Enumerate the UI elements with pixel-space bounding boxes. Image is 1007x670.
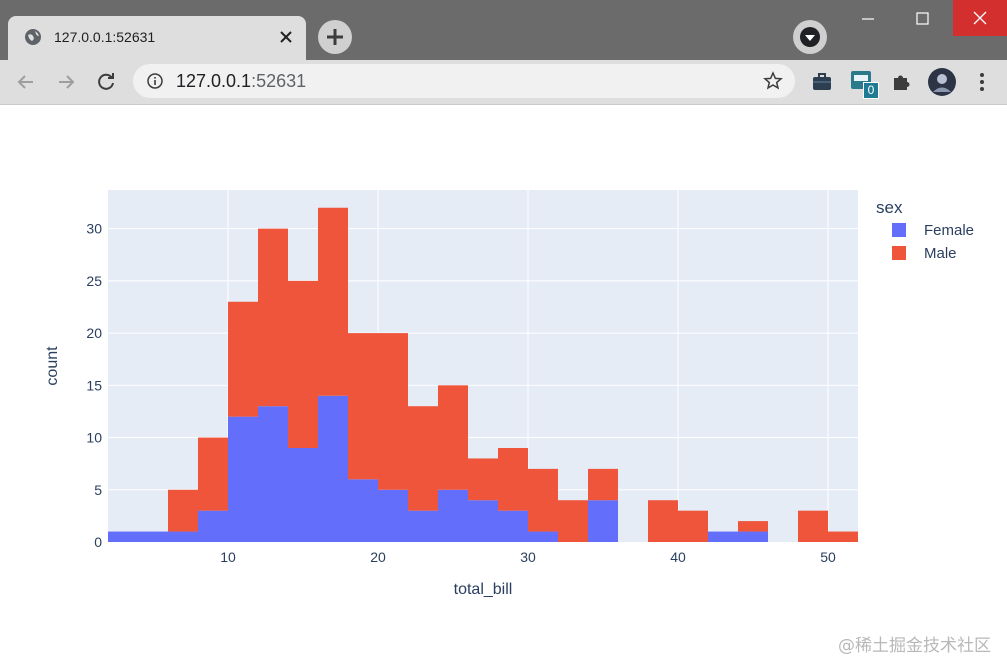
bar-female[interactable] [228,416,258,542]
bar-female[interactable] [738,531,768,542]
bar-female[interactable] [348,479,378,542]
histogram-chart: 0 5 10 15 20 25 30 10 20 30 40 50 total_bill count… [44,190,974,598]
bar-female[interactable] [318,395,348,542]
bar-female[interactable] [438,489,468,542]
legend-item-male[interactable]: Male [892,245,957,262]
bar-female[interactable] [288,447,318,542]
avatar[interactable] [928,68,956,96]
address-bar[interactable]: 127.0.0.1:52631 [133,64,795,98]
y-tick-label: 25 [86,273,102,289]
bar-group [108,207,858,542]
x-tick-label: 20 [370,549,386,565]
bar-male[interactable] [408,406,438,511]
star-icon[interactable] [763,71,783,91]
browser-titlebar: 127.0.0.1:52631 [0,0,1007,60]
y-tick-label: 5 [94,482,102,498]
html-extension[interactable]: 0 [849,68,879,99]
bar-male[interactable] [348,333,378,480]
x-tick-label: 50 [820,549,836,565]
globe-icon [25,29,41,45]
new-tab-button[interactable] [318,20,352,54]
url-host: 127.0.0.1 [176,71,252,91]
legend-label: Female [924,222,974,239]
bar-female[interactable] [108,531,138,542]
minimize-icon[interactable] [845,0,891,36]
close-icon[interactable] [276,27,296,47]
y-tick-label: 10 [86,430,102,446]
bar-male[interactable] [648,500,678,542]
y-tick-label: 20 [86,325,102,341]
maximize-icon[interactable] [900,0,946,36]
puzzle-icon[interactable] [889,70,913,94]
bar-male[interactable] [798,510,828,542]
bar-female[interactable] [588,500,618,542]
bar-male[interactable] [828,531,858,542]
bar-male[interactable] [498,447,528,511]
bar-male[interactable] [528,468,558,532]
legend-title: sex [876,198,903,217]
bar-male[interactable] [168,489,198,532]
y-axis-title: count [44,346,61,386]
url-text: 127.0.0.1:52631 [176,71,306,92]
bar-female[interactable] [378,489,408,542]
bar-male[interactable] [558,500,588,542]
y-tick-label: 30 [86,221,102,237]
legend-swatch [892,246,906,260]
legend-item-female[interactable]: Female [892,222,974,239]
legend-label: Male [924,245,957,262]
bar-female[interactable] [528,531,558,542]
back-icon[interactable] [14,70,38,94]
y-tick-label: 0 [94,534,102,550]
more-vert-icon[interactable] [970,70,994,94]
bar-female[interactable] [258,406,288,542]
tab-title: 127.0.0.1:52631 [54,29,156,45]
legend-swatch [892,223,906,237]
bar-male[interactable] [678,510,708,542]
bar-male[interactable] [438,385,468,490]
x-axis-title: total_bill [454,581,513,598]
bar-female[interactable] [408,510,438,542]
bar-male[interactable] [258,228,288,407]
bar-female[interactable] [168,531,198,542]
bar-female[interactable] [198,510,228,542]
bar-male[interactable] [288,280,318,448]
x-tick-label: 40 [670,549,686,565]
y-tick-labels: 0 5 10 15 20 25 30 [86,221,102,550]
bar-female[interactable] [498,510,528,542]
x-tick-label: 10 [220,549,236,565]
x-tick-labels: 10 20 30 40 50 [220,549,836,565]
bar-male[interactable] [318,207,348,396]
reload-icon[interactable] [94,70,118,94]
x-tick-label: 30 [520,549,536,565]
url-port: :52631 [251,71,307,91]
forward-icon[interactable] [54,70,78,94]
plus-icon [327,29,343,45]
legend[interactable]: Female Male [892,222,974,262]
briefcase-icon[interactable] [810,70,834,94]
browser-tab[interactable]: 127.0.0.1:52631 [8,16,306,60]
window-close-icon[interactable] [953,0,1007,36]
profile-menu-icon [800,27,820,47]
bar-male[interactable] [738,521,768,532]
bar-male[interactable] [378,333,408,490]
bar-male[interactable] [228,301,258,417]
bar-male[interactable] [468,458,498,501]
bar-male[interactable] [588,468,618,501]
bar-female[interactable] [708,531,738,542]
tab-search-button[interactable] [793,20,827,54]
bar-female[interactable] [468,500,498,542]
watermark: @稀土掘金技术社区 [838,636,991,656]
bar-female[interactable] [138,531,168,542]
y-tick-label: 15 [86,377,102,393]
extension-badge: 0 [863,82,879,99]
bar-male[interactable] [198,437,228,511]
info-icon[interactable] [147,73,163,89]
